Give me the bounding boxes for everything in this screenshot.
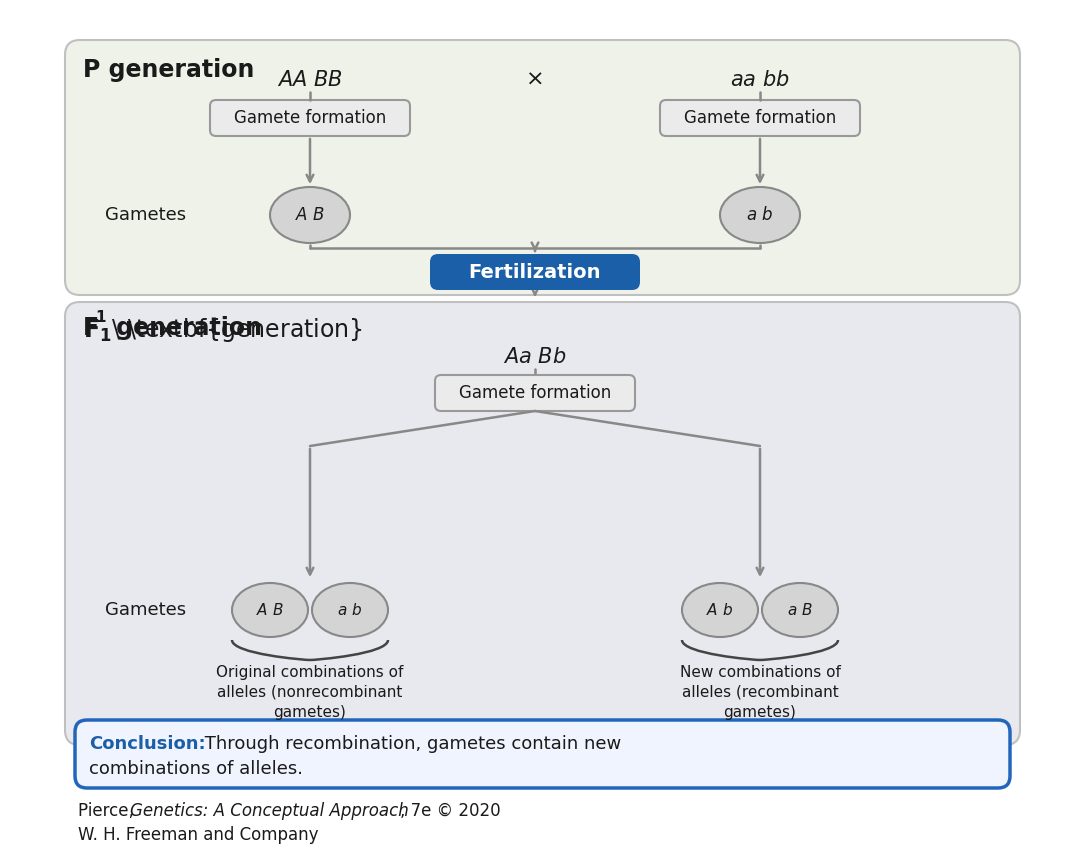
Ellipse shape	[720, 187, 800, 243]
Text: W. H. Freeman and Company: W. H. Freeman and Company	[78, 826, 319, 844]
Ellipse shape	[232, 583, 308, 637]
Text: Original combinations of
alleles (nonrecombinant
gametes): Original combinations of alleles (nonrec…	[216, 665, 403, 720]
Text: $\mathit{A}\ \mathit{B}$: $\mathit{A}\ \mathit{B}$	[256, 602, 284, 618]
Text: Gametes: Gametes	[105, 206, 186, 224]
FancyBboxPatch shape	[430, 254, 640, 290]
Text: $\mathit{a}\ \mathit{b}$: $\mathit{a}\ \mathit{b}$	[746, 206, 774, 224]
Ellipse shape	[270, 187, 350, 243]
Text: Genetics: A Conceptual Approach: Genetics: A Conceptual Approach	[130, 802, 409, 820]
FancyBboxPatch shape	[65, 302, 1020, 745]
Text: P generation: P generation	[83, 58, 254, 82]
Text: $\mathbf{F_1}$\ \textbf{generation}: $\mathbf{F_1}$\ \textbf{generation}	[83, 316, 363, 344]
Text: Gamete formation: Gamete formation	[458, 384, 611, 402]
FancyBboxPatch shape	[435, 375, 635, 411]
Text: Gametes: Gametes	[105, 601, 186, 619]
Text: Pierce,: Pierce,	[78, 802, 139, 820]
Text: $\mathit{A}\ \mathit{b}$: $\mathit{A}\ \mathit{b}$	[706, 602, 734, 618]
FancyBboxPatch shape	[210, 100, 410, 136]
FancyBboxPatch shape	[660, 100, 860, 136]
Text: F: F	[83, 316, 99, 340]
Text: combinations of alleles.: combinations of alleles.	[89, 760, 303, 778]
FancyBboxPatch shape	[75, 720, 1010, 788]
Text: Gamete formation: Gamete formation	[684, 109, 836, 127]
Ellipse shape	[762, 583, 838, 637]
FancyBboxPatch shape	[65, 40, 1020, 295]
Text: Fertilization: Fertilization	[469, 263, 601, 281]
Text: $\mathit{a}\ \mathit{B}$: $\mathit{a}\ \mathit{B}$	[787, 602, 813, 618]
Ellipse shape	[682, 583, 758, 637]
Text: $\mathit{Aa\ Bb}$: $\mathit{Aa\ Bb}$	[504, 347, 566, 367]
Text: Gamete formation: Gamete formation	[233, 109, 386, 127]
Text: 1: 1	[95, 310, 106, 325]
Text: Through recombination, gametes contain new: Through recombination, gametes contain n…	[199, 735, 622, 753]
Ellipse shape	[312, 583, 388, 637]
Text: $\mathit{a}\ \mathit{b}$: $\mathit{a}\ \mathit{b}$	[337, 602, 362, 618]
Text: generation: generation	[108, 316, 262, 340]
Text: New combinations of
alleles (recombinant
gametes): New combinations of alleles (recombinant…	[680, 665, 840, 720]
Text: , 7e © 2020: , 7e © 2020	[400, 802, 501, 820]
Text: $\mathit{A}\ \mathit{B}$: $\mathit{A}\ \mathit{B}$	[295, 206, 325, 224]
Text: $\mathit{AA\ BB}$: $\mathit{AA\ BB}$	[277, 70, 343, 90]
Text: Conclusion:: Conclusion:	[89, 735, 205, 753]
Text: $\mathit{aa\ bb}$: $\mathit{aa\ bb}$	[730, 70, 790, 90]
Text: ×: ×	[525, 70, 545, 90]
